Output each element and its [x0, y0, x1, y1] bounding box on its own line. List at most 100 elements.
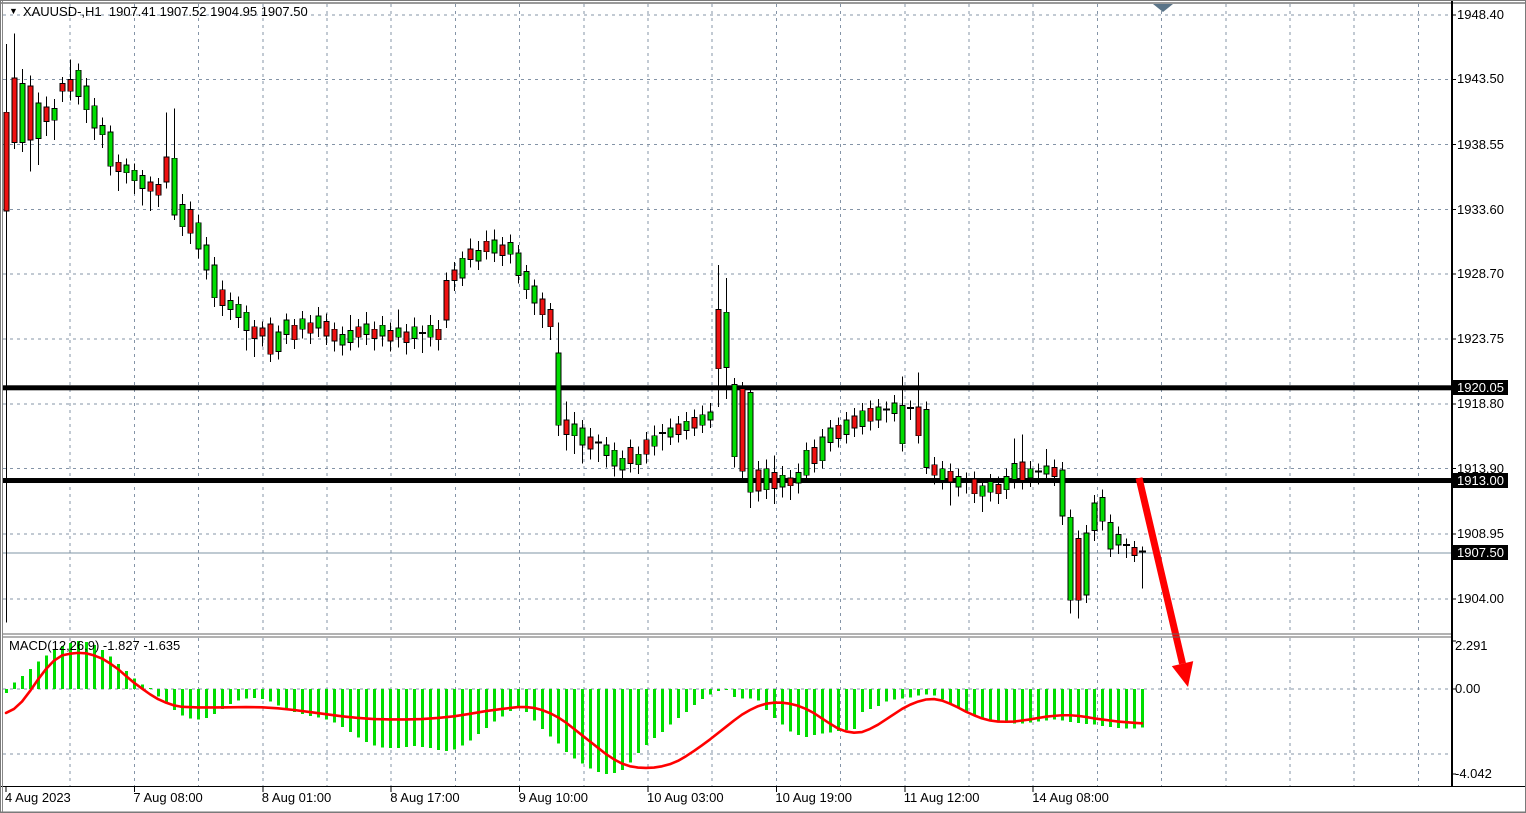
- candle-body: [931, 464, 938, 476]
- chart-shift-marker-icon[interactable]: [1153, 4, 1173, 12]
- macd-histogram-bar: [109, 656, 112, 689]
- candle-body: [1019, 461, 1026, 481]
- candle-body: [603, 444, 610, 456]
- macd-histogram-bar: [437, 689, 440, 750]
- macd-histogram-bar: [605, 689, 608, 774]
- macd-histogram-bar: [101, 650, 104, 689]
- candle-body: [27, 85, 34, 141]
- candle-body: [947, 470, 954, 483]
- symbol-dropdown-icon[interactable]: ▼: [9, 6, 18, 16]
- candle-body: [891, 402, 898, 414]
- candle-body: [195, 222, 202, 250]
- candle-body: [355, 326, 362, 338]
- macd-histogram-bar: [69, 642, 72, 689]
- candle-body: [867, 407, 874, 422]
- macd-histogram-bar: [997, 689, 1000, 722]
- candle-body: [483, 240, 490, 253]
- candle-body: [339, 334, 346, 346]
- candle-body: [1059, 469, 1066, 517]
- macd-histogram-bar: [829, 689, 832, 733]
- candle-body: [819, 436, 826, 462]
- candle-body: [1099, 497, 1106, 522]
- candle-body: [1091, 502, 1098, 531]
- candle-body: [35, 102, 42, 140]
- macd-axis-label: -4.042: [1455, 765, 1492, 781]
- candle-body: [459, 257, 466, 279]
- candle-body: [243, 311, 250, 332]
- candle-body: [611, 449, 618, 467]
- macd-histogram-bar: [21, 675, 24, 689]
- candle-body: [803, 449, 810, 476]
- macd-histogram-bar: [909, 689, 912, 698]
- macd-histogram-bar: [213, 689, 216, 715]
- trend-arrow-shaft[interactable]: [1135, 477, 1186, 665]
- macd-histogram-bar: [237, 689, 240, 701]
- time-axis-label: 7 Aug 08:00: [133, 790, 203, 805]
- candle-body: [1003, 476, 1010, 491]
- candle-body: [811, 447, 818, 464]
- macd-histogram-bar: [93, 644, 96, 689]
- price-axis-label: 1908.95: [1457, 525, 1504, 541]
- macd-histogram-bar: [117, 663, 120, 689]
- macd-histogram-bar: [173, 689, 176, 710]
- price-axis-label: 1943.50: [1457, 71, 1504, 87]
- macd-histogram-bar: [757, 689, 760, 701]
- macd-histogram-bar: [533, 689, 536, 721]
- candle-body: [59, 82, 66, 92]
- macd-histogram-bar: [1053, 689, 1056, 720]
- macd-histogram-bar: [5, 689, 8, 694]
- macd-histogram-bar: [749, 689, 752, 699]
- candle-body: [771, 472, 778, 489]
- horizontal-line-object[interactable]: [3, 478, 1451, 484]
- macd-histogram-bar: [301, 689, 304, 715]
- candle-body: [51, 107, 58, 121]
- macd-histogram-bar: [565, 689, 568, 752]
- trend-arrow-head[interactable]: [1171, 661, 1194, 687]
- candle-body: [1075, 537, 1082, 601]
- macd-axis-label: 0.00: [1455, 681, 1481, 696]
- macd-histogram-bar: [45, 655, 48, 689]
- candle-body: [1011, 463, 1018, 480]
- candle-body: [995, 484, 1002, 495]
- macd-histogram-bar: [149, 687, 152, 689]
- macd-histogram-bar: [621, 689, 624, 770]
- candle-body: [979, 485, 986, 497]
- macd-histogram-bar: [333, 689, 336, 723]
- macd-histogram-bar: [341, 689, 344, 727]
- candle-body: [627, 447, 634, 464]
- candle-body: [123, 164, 130, 174]
- macd-histogram-bar: [29, 669, 32, 689]
- macd-histogram-bar: [1133, 689, 1136, 729]
- macd-histogram-bar: [325, 689, 328, 720]
- candle-body: [795, 472, 802, 484]
- candle-body: [587, 436, 594, 450]
- time-axis-label: 11 Aug 12:00: [903, 790, 980, 805]
- candle-body: [171, 157, 178, 216]
- macd-histogram-bar: [317, 689, 320, 718]
- candle-body: [251, 326, 258, 339]
- macd-histogram-bar: [1085, 689, 1088, 724]
- candle-body: [635, 453, 642, 466]
- candle-body: [179, 203, 186, 228]
- macd-histogram-bar: [693, 689, 696, 705]
- macd-histogram-bar: [509, 689, 512, 712]
- candle-body: [219, 289, 226, 307]
- candle-body: [139, 175, 146, 189]
- candle-body: [571, 423, 578, 437]
- macd-histogram-bar: [517, 689, 520, 708]
- macd-histogram-bar: [965, 689, 968, 713]
- macd-histogram-bar: [485, 689, 488, 728]
- macd-histogram-bar: [277, 689, 280, 706]
- candle-body: [579, 427, 586, 446]
- candle-body: [971, 478, 978, 495]
- macd-histogram-bar: [925, 689, 928, 695]
- time-axis-label: 9 Aug 10:00: [518, 790, 588, 805]
- candle-body: [443, 280, 450, 321]
- time-axis-label: 10 Aug 03:00: [647, 790, 724, 805]
- candle-body: [19, 82, 26, 143]
- candle-body: [91, 105, 98, 129]
- macd-histogram-bar: [669, 689, 672, 725]
- candle-body: [211, 264, 218, 299]
- candle-body: [267, 323, 274, 355]
